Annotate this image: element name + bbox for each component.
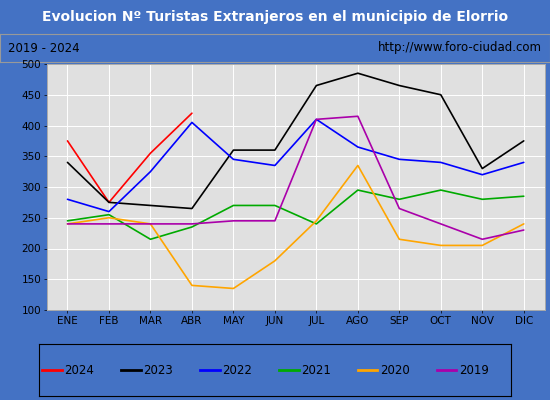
Text: Evolucion Nº Turistas Extranjeros en el municipio de Elorrio: Evolucion Nº Turistas Extranjeros en el … — [42, 10, 508, 24]
Text: 2021: 2021 — [301, 364, 331, 376]
Text: 2024: 2024 — [64, 364, 95, 376]
Text: 2022: 2022 — [222, 364, 252, 376]
Text: 2020: 2020 — [380, 364, 410, 376]
Text: 2023: 2023 — [144, 364, 173, 376]
Text: 2019 - 2024: 2019 - 2024 — [8, 42, 80, 54]
Text: 2019: 2019 — [459, 364, 488, 376]
Text: http://www.foro-ciudad.com: http://www.foro-ciudad.com — [378, 42, 542, 54]
